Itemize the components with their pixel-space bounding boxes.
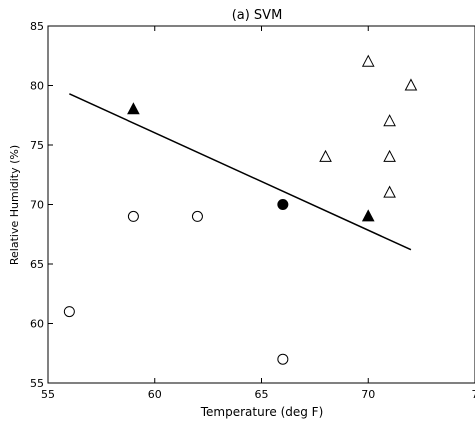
x-tick-label: 65 xyxy=(255,388,269,401)
open-triangle-point xyxy=(383,114,396,127)
y-tick-label: 70 xyxy=(30,199,44,212)
open-circle-point xyxy=(63,306,75,318)
open-circle-point xyxy=(277,353,289,365)
open-triangle-point xyxy=(383,149,396,162)
open-triangle-point xyxy=(383,185,396,198)
axis-ticks: 55 60 65 70 7 55 60 65 70 75 80 85 xyxy=(30,20,475,401)
y-tick-label: 75 xyxy=(30,139,44,152)
open-circle-point xyxy=(191,210,203,222)
open-triangle-point xyxy=(404,78,418,91)
open-triangle-point xyxy=(361,54,375,67)
y-tick-label: 80 xyxy=(30,80,44,93)
y-tick-label: 85 xyxy=(30,20,44,33)
filled-triangle-point xyxy=(361,209,375,222)
filled-circle-point xyxy=(277,199,289,210)
y-tick-label: 65 xyxy=(30,258,44,271)
x-tick-label: 60 xyxy=(148,388,162,401)
filled-triangle-point xyxy=(127,102,140,115)
svm-decision-line xyxy=(69,93,412,251)
x-tick-label: 55 xyxy=(41,388,55,401)
open-triangle-point xyxy=(319,149,332,162)
x-tick-label: 70 xyxy=(361,388,375,401)
x-axis-label: Temperature (deg F) xyxy=(200,405,324,419)
y-tick-label: 55 xyxy=(30,377,44,390)
y-tick-label: 60 xyxy=(30,318,44,331)
open-circle-point xyxy=(127,210,139,222)
data-points xyxy=(63,54,418,365)
chart-title: (a) SVM xyxy=(232,8,283,23)
y-axis-label: Relative Humidity (%) xyxy=(8,145,21,265)
x-tick-label: 7 xyxy=(472,388,475,401)
